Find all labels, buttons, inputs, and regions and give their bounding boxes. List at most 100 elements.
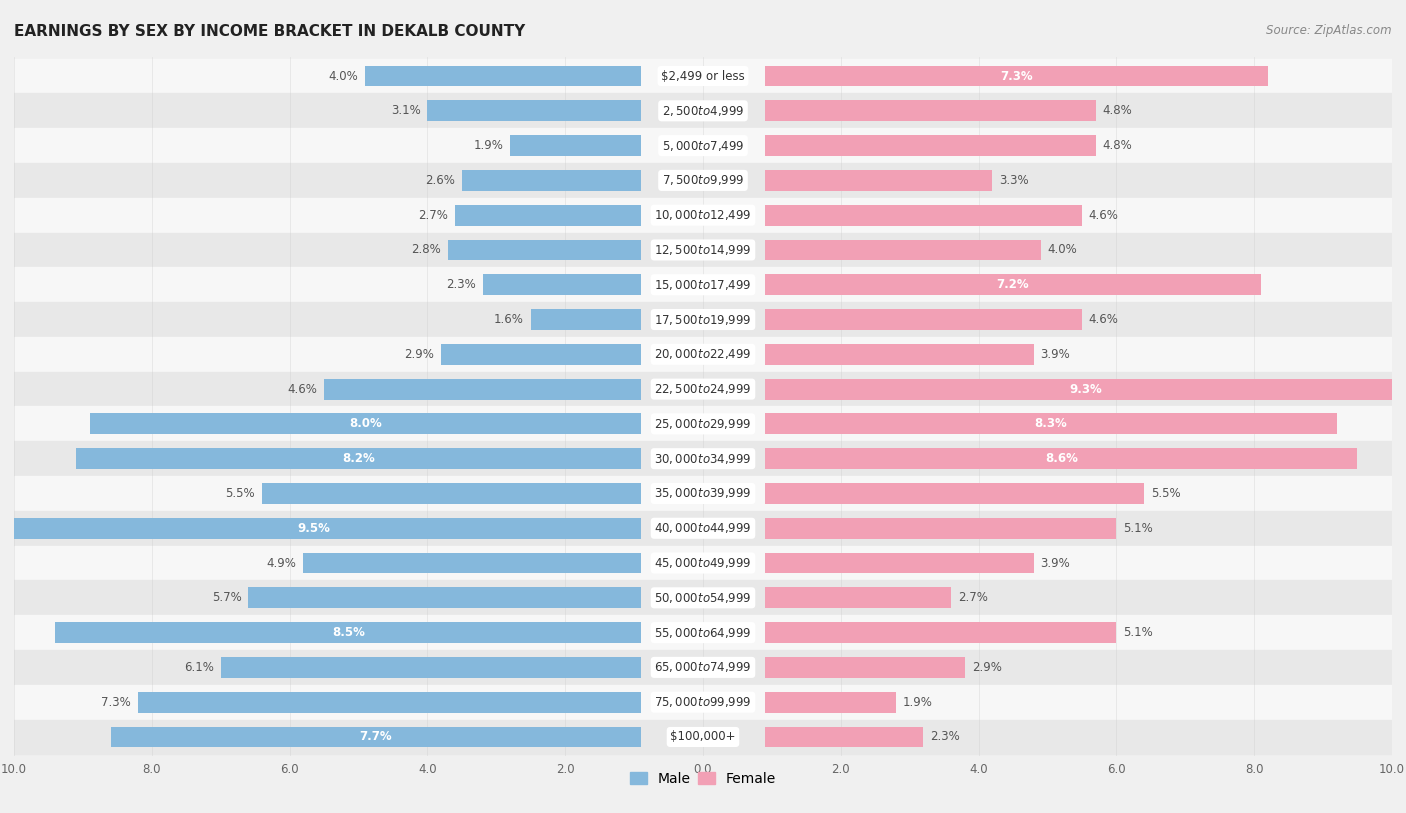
Text: $35,000 to $39,999: $35,000 to $39,999	[654, 486, 752, 501]
Text: EARNINGS BY SEX BY INCOME BRACKET IN DEKALB COUNTY: EARNINGS BY SEX BY INCOME BRACKET IN DEK…	[14, 24, 526, 39]
Text: $2,500 to $4,999: $2,500 to $4,999	[662, 104, 744, 118]
Bar	[765, 344, 1033, 365]
Text: $7,500 to $9,999: $7,500 to $9,999	[662, 173, 744, 188]
Text: 8.0%: 8.0%	[349, 417, 382, 430]
Bar	[14, 233, 1392, 267]
Text: $65,000 to $74,999: $65,000 to $74,999	[654, 660, 752, 675]
Bar	[14, 441, 1392, 476]
Bar	[304, 553, 641, 573]
Bar	[14, 406, 1392, 441]
Bar	[510, 135, 641, 156]
Text: 5.5%: 5.5%	[225, 487, 256, 500]
Bar	[14, 685, 1392, 720]
Bar	[449, 240, 641, 260]
Bar	[765, 100, 1095, 121]
Text: $17,500 to $19,999: $17,500 to $19,999	[654, 312, 752, 327]
Bar	[14, 163, 1392, 198]
Bar	[14, 511, 1392, 546]
Bar	[14, 476, 1392, 511]
Text: 4.9%: 4.9%	[267, 557, 297, 570]
Text: 8.2%: 8.2%	[342, 452, 375, 465]
Bar	[14, 337, 1392, 372]
Bar	[765, 587, 950, 608]
Text: $12,500 to $14,999: $12,500 to $14,999	[654, 243, 752, 257]
Text: 4.8%: 4.8%	[1102, 139, 1132, 152]
Bar	[14, 302, 1392, 337]
Bar	[14, 372, 1392, 406]
Bar	[765, 483, 1144, 504]
Text: 3.9%: 3.9%	[1040, 557, 1070, 570]
Text: 3.9%: 3.9%	[1040, 348, 1070, 361]
Bar	[14, 198, 1392, 233]
Text: 5.1%: 5.1%	[1123, 522, 1153, 535]
Bar	[14, 93, 1392, 128]
Text: $10,000 to $12,499: $10,000 to $12,499	[654, 208, 752, 222]
Bar	[765, 309, 1083, 330]
Bar	[765, 274, 1261, 295]
Bar	[14, 128, 1392, 163]
Bar	[765, 205, 1083, 226]
Text: 5.1%: 5.1%	[1123, 626, 1153, 639]
Bar	[765, 170, 993, 191]
Text: 7.2%: 7.2%	[997, 278, 1029, 291]
Bar	[14, 720, 1392, 754]
Text: 2.3%: 2.3%	[931, 730, 960, 743]
Text: 1.9%: 1.9%	[903, 696, 932, 709]
Text: $75,000 to $99,999: $75,000 to $99,999	[654, 695, 752, 709]
Text: 6.1%: 6.1%	[184, 661, 214, 674]
Text: 2.9%: 2.9%	[405, 348, 434, 361]
Bar	[461, 170, 641, 191]
Bar	[262, 483, 641, 504]
Text: 4.8%: 4.8%	[1102, 104, 1132, 117]
Bar	[441, 344, 641, 365]
Text: Source: ZipAtlas.com: Source: ZipAtlas.com	[1267, 24, 1392, 37]
Text: 3.3%: 3.3%	[1000, 174, 1029, 187]
Text: 2.7%: 2.7%	[418, 209, 449, 222]
Bar	[765, 448, 1358, 469]
Bar	[111, 727, 641, 747]
Text: $45,000 to $49,999: $45,000 to $49,999	[654, 556, 752, 570]
Bar	[14, 580, 1392, 615]
Text: 1.6%: 1.6%	[494, 313, 524, 326]
Text: $5,000 to $7,499: $5,000 to $7,499	[662, 138, 744, 153]
Text: 8.3%: 8.3%	[1035, 417, 1067, 430]
Text: $30,000 to $34,999: $30,000 to $34,999	[654, 452, 752, 466]
Text: 4.0%: 4.0%	[329, 70, 359, 83]
Bar	[765, 692, 896, 713]
Text: 4.0%: 4.0%	[1047, 243, 1077, 256]
Bar	[482, 274, 641, 295]
Text: 4.6%: 4.6%	[1088, 209, 1119, 222]
Text: 7.3%: 7.3%	[1000, 70, 1033, 83]
Text: $50,000 to $54,999: $50,000 to $54,999	[654, 591, 752, 605]
Text: $25,000 to $29,999: $25,000 to $29,999	[654, 417, 752, 431]
Bar	[765, 414, 1337, 434]
Text: $40,000 to $44,999: $40,000 to $44,999	[654, 521, 752, 535]
Text: 8.6%: 8.6%	[1045, 452, 1077, 465]
Text: 9.5%: 9.5%	[297, 522, 330, 535]
Bar	[366, 66, 641, 86]
Text: $15,000 to $17,499: $15,000 to $17,499	[654, 278, 752, 292]
Bar	[456, 205, 641, 226]
Text: $22,500 to $24,999: $22,500 to $24,999	[654, 382, 752, 396]
Bar	[14, 615, 1392, 650]
Text: 3.1%: 3.1%	[391, 104, 420, 117]
Bar	[427, 100, 641, 121]
Text: 4.6%: 4.6%	[1088, 313, 1119, 326]
Text: 2.3%: 2.3%	[446, 278, 475, 291]
Bar	[531, 309, 641, 330]
Bar	[55, 622, 641, 643]
Text: 8.5%: 8.5%	[332, 626, 364, 639]
Bar	[14, 267, 1392, 302]
Text: 2.8%: 2.8%	[412, 243, 441, 256]
Text: 4.6%: 4.6%	[287, 383, 318, 396]
Bar	[765, 379, 1406, 399]
Bar	[14, 546, 1392, 580]
Bar	[765, 657, 965, 678]
Bar	[765, 622, 1116, 643]
Bar	[138, 692, 641, 713]
Bar	[76, 448, 641, 469]
Bar	[765, 553, 1033, 573]
Bar	[325, 379, 641, 399]
Text: $55,000 to $64,999: $55,000 to $64,999	[654, 625, 752, 640]
Bar	[90, 414, 641, 434]
